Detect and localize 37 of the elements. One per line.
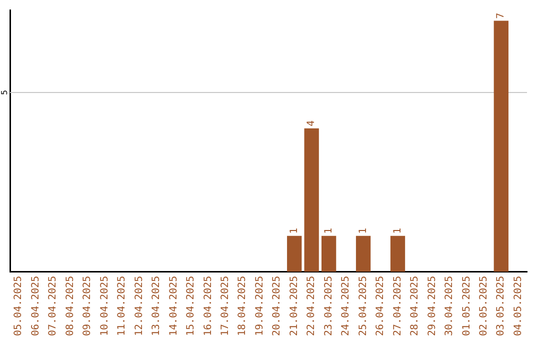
x-tick-label: 02.05.2025 xyxy=(478,276,490,336)
x-tick-label: 26.04.2025 xyxy=(375,276,386,336)
ref-line-label: 5 xyxy=(0,90,10,96)
x-tick-label: 29.04.2025 xyxy=(426,276,438,336)
data-label: 1 xyxy=(288,228,300,234)
x-tick-label: 11.04.2025 xyxy=(116,276,128,336)
data-label: 4 xyxy=(306,120,318,126)
x-tick-label: 19.04.2025 xyxy=(254,276,266,336)
x-tick-label: 22.04.2025 xyxy=(306,276,318,336)
data-label: 7 xyxy=(496,12,507,19)
x-tick-label: 14.04.2025 xyxy=(168,276,180,336)
x-tick-label: 30.04.2025 xyxy=(444,276,456,336)
x-tick-label: 15.04.2025 xyxy=(186,276,197,336)
x-tick-label: 27.04.2025 xyxy=(392,276,404,336)
x-tick-label: 09.04.2025 xyxy=(82,276,94,336)
x-tick-label: 05.04.2025 xyxy=(13,276,24,336)
data-label: 1 xyxy=(392,228,404,234)
x-tick-label: 18.04.2025 xyxy=(237,276,248,336)
x-tick-label: 24.04.2025 xyxy=(340,276,352,336)
x-tick-label: 25.04.2025 xyxy=(358,276,369,336)
x-tick-label: 10.04.2025 xyxy=(99,276,110,336)
x-tick-label: 01.05.2025 xyxy=(461,276,472,336)
x-tick-label: 17.04.2025 xyxy=(220,276,232,336)
x-tick-label: 06.04.2025 xyxy=(30,276,42,336)
x-tick-label: 13.04.2025 xyxy=(151,276,162,336)
x-tick-label: 03.05.2025 xyxy=(496,276,507,336)
x-tick-label: 04.05.2025 xyxy=(512,276,524,336)
x-tick-label: 28.04.2025 xyxy=(410,276,421,336)
data-label: 1 xyxy=(358,228,369,234)
x-tick-label: 21.04.2025 xyxy=(288,276,300,336)
x-tick-label: 12.04.2025 xyxy=(134,276,145,336)
x-tick-label: 08.04.2025 xyxy=(64,276,76,336)
x-tick-label: 23.04.2025 xyxy=(323,276,334,336)
data-label: 1 xyxy=(323,228,334,234)
x-tick-label: 07.04.2025 xyxy=(48,276,59,336)
x-tick-label: 16.04.2025 xyxy=(202,276,214,336)
x-tick-label: 20.04.2025 xyxy=(272,276,283,336)
